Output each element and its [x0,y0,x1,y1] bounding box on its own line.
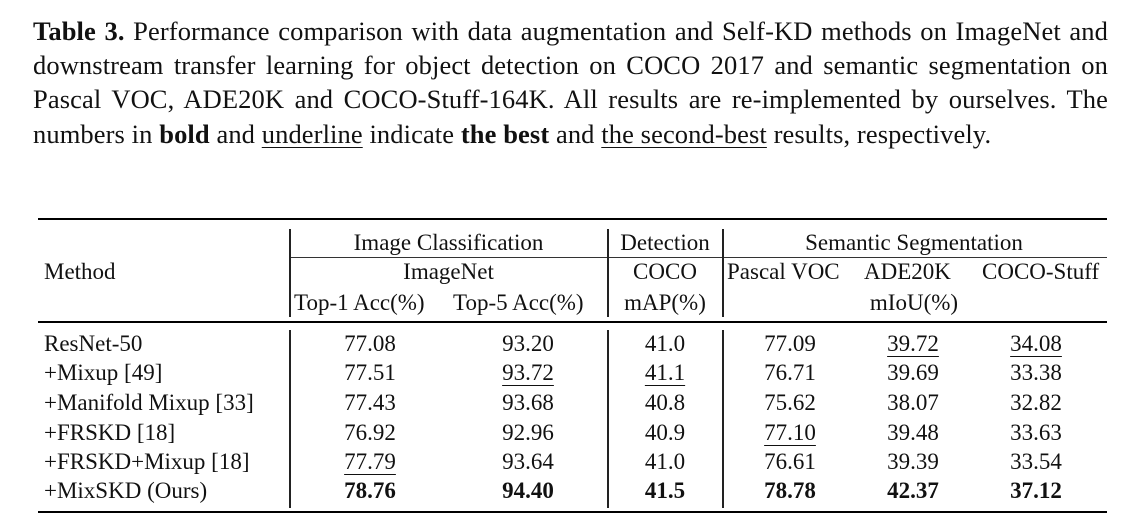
header-group-segmentation: Semantic Segmentation [805,230,1023,255]
header-dataset-cocostuff: COCO-Stuff [982,259,1100,284]
mid-rule [38,321,1107,323]
table-caption: Table 3. Performance comparison with dat… [33,16,1108,149]
cell-map: 41.0 [644,449,686,474]
cell-stuff: 33.38 [1010,360,1062,385]
header-metric-miou: mIoU(%) [869,290,959,315]
cell-voc: 77.10 [764,420,816,445]
cell-voc: 78.78 [764,478,816,503]
cell-top1: 76.92 [344,420,396,445]
cell-method: +FRSKD+Mixup [18] [44,449,250,474]
cell-stuff: 33.63 [1010,420,1062,445]
header-dataset-voc: Pascal VOC [727,259,840,284]
cell-top5: 93.20 [502,331,554,356]
cell-map: 41.0 [644,331,686,356]
header-metric-top5: Top-5 Acc(%) [453,290,584,315]
cell-top1: 77.79 [344,449,396,474]
cell-top1: 77.51 [344,360,396,385]
cell-method: +Mixup [49] [44,360,163,385]
cell-top1: 77.43 [344,390,396,415]
header-group-detection: Detection [620,230,710,255]
cell-top5: 93.64 [502,449,554,474]
cell-stuff: 33.54 [1010,449,1062,474]
cell-top1: 78.76 [344,478,396,503]
cell-ade: 39.69 [887,360,939,385]
column-divider [607,229,609,317]
column-divider [289,229,291,317]
cell-top5: 93.68 [502,390,554,415]
group-separator [290,257,1107,258]
cell-ade: 39.72 [887,331,939,356]
cell-top5: 92.96 [502,420,554,445]
cell-voc: 77.09 [764,331,816,356]
cell-ade: 39.48 [887,420,939,445]
header-metric-map: mAP(%) [624,290,706,315]
cell-map: 40.8 [644,390,686,415]
cell-ade: 39.39 [887,449,939,474]
cell-method: +Manifold Mixup [33] [44,390,254,415]
bottom-rule [38,511,1107,513]
cell-ade: 42.37 [887,478,939,503]
cell-top5: 94.40 [502,478,554,503]
column-divider [722,330,724,508]
header-metric-top1: Top-1 Acc(%) [294,290,425,315]
cell-method: +MixSKD (Ours) [44,478,208,503]
cell-top1: 77.08 [344,331,396,356]
cell-method: +FRSKD [18] [44,420,176,445]
column-divider [722,229,724,317]
cell-map: 40.9 [644,420,686,445]
column-divider [289,330,291,508]
header-dataset-coco: COCO [633,259,697,284]
header-method: Method [44,259,116,284]
cell-voc: 75.62 [764,390,816,415]
caption-label: Table 3. [33,16,125,46]
column-divider [607,330,609,508]
cell-map: 41.1 [644,360,686,385]
cell-voc: 76.71 [764,360,816,385]
cell-voc: 76.61 [764,449,816,474]
cell-stuff: 37.12 [1010,478,1062,503]
cell-stuff: 32.82 [1010,390,1062,415]
cell-ade: 38.07 [887,390,939,415]
header-group-classification: Image Classification [353,230,544,255]
cell-method: ResNet-50 [44,331,143,356]
cell-top5: 93.72 [502,360,554,385]
header-dataset-ade: ADE20K [864,259,951,284]
cell-map: 41.5 [644,478,686,503]
header-dataset-imagenet: ImageNet [403,259,494,284]
top-rule [38,218,1107,220]
cell-stuff: 34.08 [1010,331,1062,356]
